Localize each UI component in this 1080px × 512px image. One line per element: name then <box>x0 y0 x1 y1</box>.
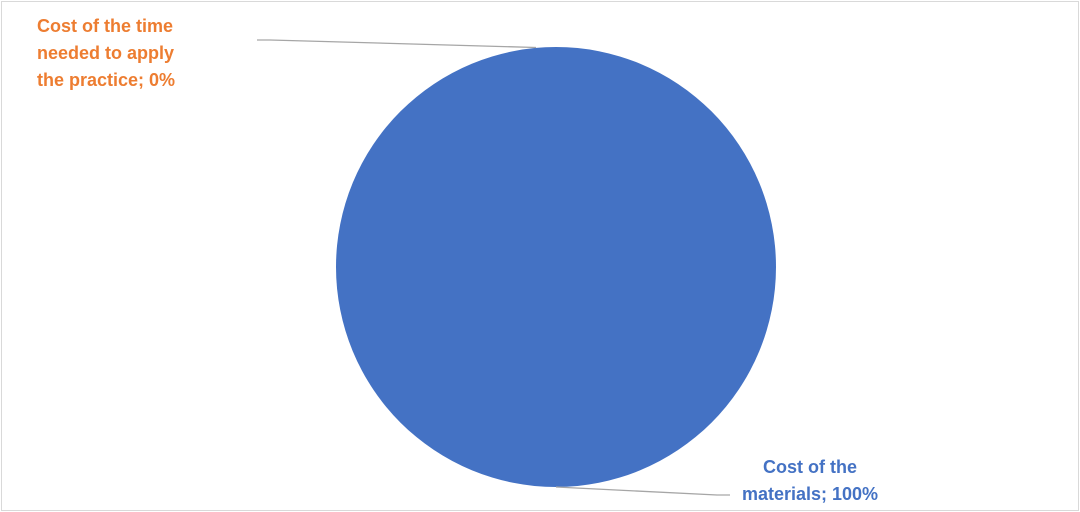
data-label-line: the practice; 0% <box>37 70 176 90</box>
leader-line-materials-cost <box>555 486 730 496</box>
data-label-line: Cost of the <box>763 457 857 477</box>
data-label-time-cost: Cost of the time needed to apply the pra… <box>37 13 175 94</box>
data-label-line: materials; 100% <box>741 484 879 504</box>
pie-slice-0 <box>336 47 776 487</box>
data-label-line: Cost of the time <box>37 16 174 36</box>
data-label-materials-cost: Cost of the materials; 100% <box>722 454 898 508</box>
leader-line-time-cost <box>257 39 537 49</box>
data-label-line: needed to apply <box>37 43 175 63</box>
